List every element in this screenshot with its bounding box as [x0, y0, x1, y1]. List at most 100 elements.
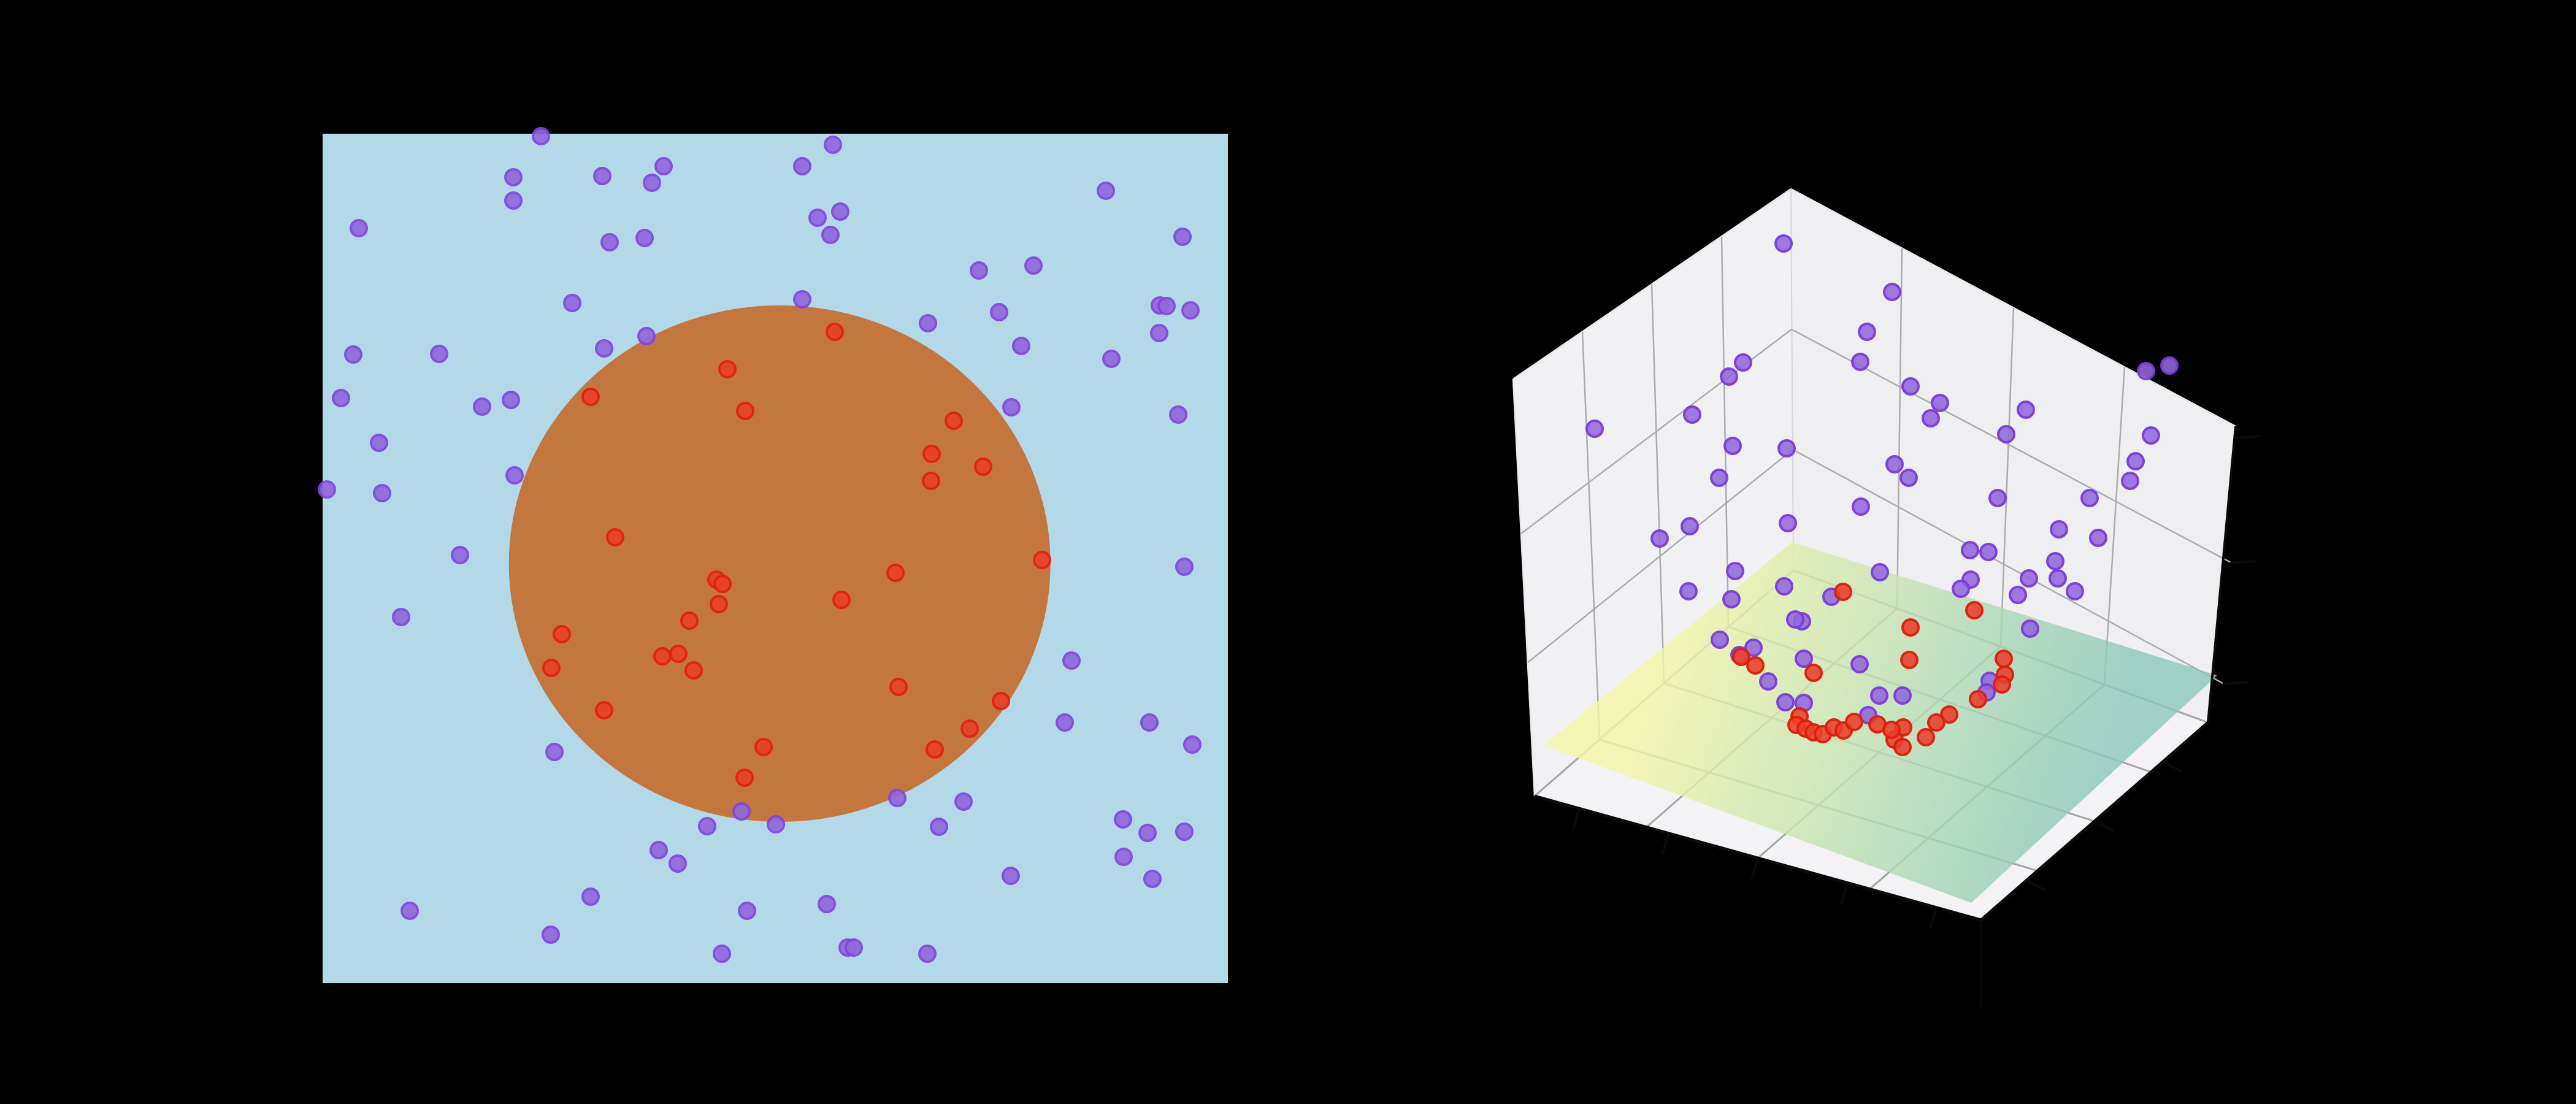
- data-point-inner-class-red: [581, 388, 600, 407]
- data-point-inner-class-red: [713, 575, 732, 594]
- data-point-inner-class-red: [1893, 738, 1912, 756]
- data-point-inner-class-red: [710, 595, 729, 614]
- data-point-outer-class-purple: [635, 229, 654, 248]
- data-point-inner-class-red: [944, 412, 963, 431]
- data-point-outer-class-purple: [1140, 713, 1159, 732]
- data-point-outer-class-purple: [1679, 582, 1698, 600]
- data-point-inner-class-red: [1033, 551, 1052, 570]
- data-point-outer-class-purple: [2020, 569, 2038, 588]
- data-point-outer-class-purple: [1012, 337, 1031, 356]
- data-point-outer-class-purple: [472, 397, 491, 416]
- data-point-inner-class-red: [1993, 675, 2011, 694]
- data-point-outer-class-purple: [600, 233, 619, 252]
- data-point-outer-class-purple: [970, 261, 989, 280]
- data-point-inner-class-red: [826, 322, 845, 341]
- data-point-outer-class-purple: [793, 290, 812, 309]
- data-point-outer-class-purple: [430, 344, 449, 363]
- data-point-inner-class-red: [1882, 721, 1901, 739]
- scatter-3d-panel: [1512, 188, 2261, 1007]
- data-point-outer-class-purple: [2017, 401, 2035, 419]
- data-point-outer-class-purple: [344, 345, 363, 364]
- data-point-outer-class-purple: [668, 854, 687, 873]
- data-point-outer-class-purple: [888, 789, 907, 808]
- data-point-outer-class-purple: [1168, 405, 1187, 424]
- data-point-outer-class-purple: [2080, 489, 2099, 507]
- data-point-outer-class-purple: [2046, 552, 2064, 570]
- data-point-outer-class-purple: [831, 202, 850, 221]
- data-point-outer-class-purple: [1931, 394, 1949, 412]
- data-point-outer-class-purple: [1777, 439, 1796, 458]
- data-point-outer-class-purple: [1710, 469, 1728, 487]
- data-point-outer-class-purple: [2142, 426, 2160, 445]
- data-point-outer-class-purple: [581, 887, 600, 906]
- data-point-outer-class-purple: [793, 156, 812, 175]
- data-point-outer-class-purple: [2021, 619, 2039, 638]
- data-point-outer-class-purple: [1175, 822, 1194, 841]
- data-point-outer-class-purple: [369, 434, 388, 453]
- data-point-inner-class-red: [925, 740, 944, 759]
- data-point-outer-class-purple: [1871, 563, 1889, 581]
- data-point-outer-class-purple: [1056, 713, 1075, 732]
- data-point-outer-class-purple: [1683, 405, 1701, 424]
- data-point-outer-class-purple: [1062, 651, 1081, 670]
- data-point-outer-class-purple: [821, 225, 840, 244]
- axis-spines: [1534, 426, 2237, 1007]
- data-point-inner-class-red: [991, 692, 1010, 711]
- x-axis-ticks: [1572, 808, 1938, 930]
- data-point-outer-class-purple: [1858, 323, 1876, 341]
- data-point-inner-class-red: [1995, 650, 2013, 668]
- data-point-inner-class-red: [542, 659, 561, 678]
- data-point-outer-class-purple: [712, 944, 731, 963]
- data-point-outer-class-purple: [2089, 529, 2107, 547]
- data-point-outer-class-purple: [2050, 520, 2068, 539]
- data-point-outer-class-purple: [1961, 541, 1979, 559]
- data-point-outer-class-purple: [1795, 650, 1813, 668]
- data-point-outer-class-purple: [318, 480, 337, 499]
- data-point-outer-class-purple: [541, 926, 560, 945]
- data-point-inner-class-red: [922, 445, 941, 464]
- data-point-outer-class-purple: [1711, 631, 1729, 649]
- data-point-outer-class-purple: [637, 326, 656, 345]
- data-point-outer-class-purple: [1173, 227, 1192, 246]
- data-point-outer-class-purple: [654, 156, 673, 175]
- data-point-outer-class-purple: [1774, 234, 1793, 253]
- data-point-outer-class-purple: [593, 167, 612, 186]
- data-point-outer-class-purple: [643, 174, 662, 193]
- data-point-outer-class-purple: [732, 802, 751, 821]
- data-point-outer-class-purple: [2137, 362, 2155, 380]
- data-point-outer-class-purple: [1988, 489, 2007, 507]
- data-point-outer-class-purple: [845, 938, 864, 957]
- data-point-inner-class-red: [1917, 728, 1935, 746]
- data-point-outer-class-purple: [1114, 847, 1133, 866]
- data-point-outer-class-purple: [1979, 543, 1998, 561]
- data-point-outer-class-purple: [1885, 455, 1904, 473]
- data-point-inner-class-red: [921, 472, 940, 491]
- data-point-inner-class-red: [832, 591, 851, 610]
- data-point-outer-class-purple: [930, 818, 949, 837]
- data-point-inner-class-red: [1900, 651, 1919, 669]
- data-point-outer-class-purple: [1734, 353, 1752, 372]
- data-point-inner-class-red: [1746, 656, 1765, 675]
- data-point-outer-class-purple: [2049, 569, 2067, 588]
- data-point-outer-class-purple: [1893, 686, 1912, 705]
- data-point-inner-class-red: [1834, 583, 1852, 601]
- z-axis-ticks: [2222, 435, 2261, 685]
- data-point-inner-class-red: [1927, 713, 1945, 732]
- data-point-outer-class-purple: [545, 743, 564, 762]
- data-point-inner-class-red: [1901, 618, 1920, 637]
- data-point-outer-class-purple: [2126, 452, 2145, 470]
- data-point-outer-class-purple: [1850, 655, 1869, 673]
- data-point-outer-class-purple: [1681, 517, 1699, 535]
- data-point-outer-class-purple: [698, 816, 717, 835]
- data-point-outer-class-purple: [1001, 867, 1020, 886]
- data-point-inner-class-red: [889, 677, 908, 696]
- data-point-outer-class-purple: [1102, 350, 1121, 369]
- data-point-outer-class-purple: [1096, 181, 1115, 200]
- data-point-outer-class-purple: [818, 895, 837, 914]
- data-point-outer-class-purple: [400, 902, 419, 921]
- scatter-2d-panel: [318, 127, 1228, 983]
- data-point-outer-class-purple: [1759, 672, 1777, 691]
- data-point-inner-class-red: [1732, 648, 1750, 666]
- data-point-inner-class-red: [1965, 601, 1984, 619]
